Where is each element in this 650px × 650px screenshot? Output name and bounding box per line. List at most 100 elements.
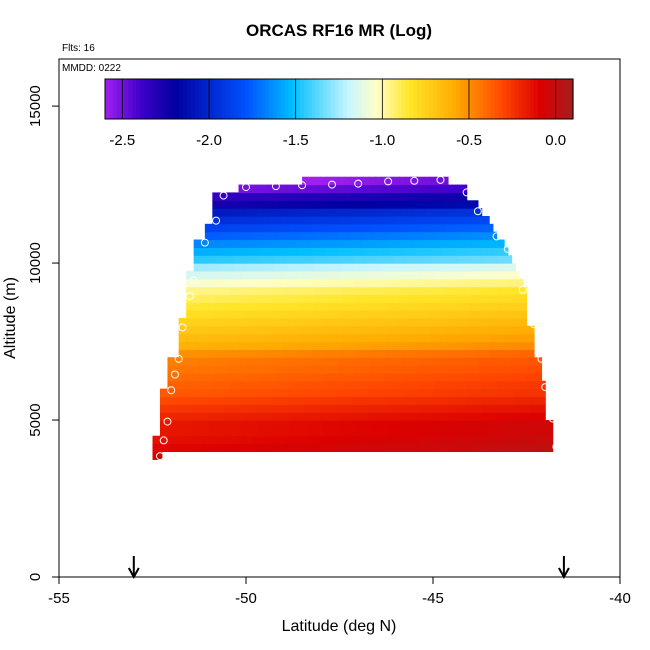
heatmap-cell: [468, 318, 484, 327]
heatmap-cell: [208, 349, 224, 358]
flight-track-markers: [155, 175, 561, 461]
heatmap-cell: [206, 239, 221, 248]
colorbar-segment: [335, 79, 340, 119]
heatmap-cell: [498, 302, 513, 311]
heatmap-cell: [309, 380, 326, 390]
heatmap-cell: [338, 357, 356, 366]
heatmap-cell: [415, 349, 431, 358]
heatmap-cell: [240, 388, 257, 398]
track-marker: [529, 320, 538, 329]
heatmap-cell: [198, 357, 215, 366]
colorbar-segment: [167, 79, 172, 119]
heatmap-cell: [344, 176, 352, 186]
heatmap-cell: [186, 270, 201, 280]
heatmap-cell: [372, 427, 390, 437]
heatmap-cell: [242, 278, 257, 288]
heatmap-cell: [381, 263, 396, 272]
heatmap-cell: [178, 341, 195, 350]
track-marker: [541, 383, 550, 392]
heatmap-cell: [234, 208, 247, 217]
heatmap-cell: [304, 215, 317, 225]
heatmap-cell: [299, 302, 315, 311]
heatmap-cell: [290, 420, 308, 429]
heatmap-cell: [448, 263, 463, 272]
chart-title: ORCAS RF16 MR (Log): [246, 21, 432, 40]
heatmap-cell: [322, 239, 337, 248]
heatmap-cell: [445, 255, 460, 264]
colorbar-segment: [459, 79, 465, 119]
heatmap-cell: [510, 357, 527, 366]
colorbar-segment: [307, 79, 313, 119]
heatmap-cell: [519, 333, 535, 343]
heatmap-cell: [381, 318, 397, 327]
heatmap-cell: [427, 302, 443, 311]
colorbar-tick-label: -0.5: [456, 132, 482, 149]
heatmap-cell: [459, 349, 476, 358]
heatmap-cell: [326, 278, 342, 288]
heatmap-cell: [224, 388, 241, 398]
heatmap-cell: [356, 302, 372, 311]
colorbar-segment: [413, 79, 418, 119]
heatmap-cell: [310, 239, 324, 248]
heatmap-cell: [384, 310, 400, 319]
heatmap-cell: [267, 333, 283, 343]
heatmap-cell: [193, 349, 209, 358]
heatmap-cell: [159, 396, 177, 405]
heatmap-cell: [483, 310, 499, 319]
heatmap-cell: [416, 247, 430, 256]
heatmap-cell: [441, 286, 457, 296]
heatmap-cell: [206, 255, 221, 264]
heatmap-cell: [219, 247, 234, 256]
heatmap-cell: [233, 263, 248, 272]
heatmap-cells: [152, 176, 554, 460]
heatmap-cell: [402, 443, 420, 453]
heatmap-cell: [267, 341, 283, 350]
heatmap-cell: [302, 435, 320, 445]
heatmap-cell: [452, 435, 470, 445]
heatmap-cell: [403, 192, 415, 201]
heatmap-cell: [479, 372, 496, 382]
heatmap-cell: [339, 255, 354, 264]
colorbar-segment: [339, 79, 344, 119]
heatmap-cell: [314, 184, 325, 194]
heatmap-cell: [286, 192, 298, 201]
heatmap-cell: [255, 270, 270, 280]
heatmap-cell: [237, 325, 254, 335]
heatmap-cell: [209, 420, 227, 429]
heatmap-cell: [274, 420, 292, 429]
heatmap-cell: [334, 200, 346, 209]
heatmap-cell: [241, 420, 259, 429]
colorbar-segment: [144, 79, 149, 119]
heatmap-cell: [536, 420, 554, 429]
heatmap-cell: [419, 184, 430, 194]
heatmap-cell: [305, 184, 316, 194]
colorbar-segment: [409, 79, 414, 119]
heatmap-cell: [240, 404, 257, 413]
heatmap-cell: [246, 247, 260, 256]
heatmap-cell: [271, 310, 287, 319]
heatmap-cell: [448, 412, 466, 421]
x-tick-label: -50: [235, 590, 257, 607]
heatmap-cell: [494, 365, 511, 374]
x-tick-label: -40: [609, 590, 631, 607]
heatmap-cell: [525, 357, 543, 366]
heatmap-cell: [222, 192, 235, 201]
heatmap-cell: [258, 239, 272, 248]
colorbar-segment: [331, 79, 336, 119]
heatmap-cell: [193, 341, 209, 350]
track-marker: [518, 285, 527, 294]
heatmap-cell: [416, 404, 434, 413]
heatmap-cell: [385, 325, 402, 335]
heatmap-cell: [214, 278, 229, 288]
heatmap-cell: [257, 208, 270, 217]
heatmap-cell: [469, 302, 485, 311]
heatmap-cell: [237, 349, 254, 358]
colorbar-segment: [128, 79, 133, 119]
heatmap-cell: [219, 443, 237, 453]
colorbar-segment: [393, 79, 399, 119]
heatmap-cell: [519, 341, 535, 350]
heatmap-cell: [529, 412, 546, 421]
y-tick-label: 5000: [27, 403, 44, 436]
colorbar-segment: [561, 79, 566, 119]
heatmap-cell: [373, 215, 386, 225]
